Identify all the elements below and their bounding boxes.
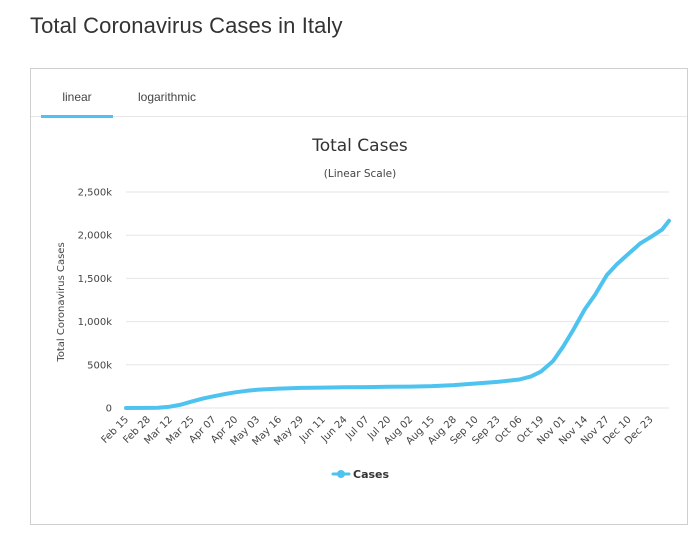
data-point[interactable] xyxy=(211,394,215,398)
data-point[interactable] xyxy=(124,406,128,410)
data-point[interactable] xyxy=(495,380,500,384)
data-point[interactable] xyxy=(168,405,172,409)
data-point[interactable] xyxy=(156,406,160,410)
page-title: Total Coronavirus Cases in Italy xyxy=(30,13,343,38)
data-point[interactable] xyxy=(178,403,182,407)
data-point[interactable] xyxy=(561,345,565,349)
data-point[interactable] xyxy=(408,385,412,389)
scale-tab-bar: linear logarithmic xyxy=(31,69,687,118)
series-line-cases[interactable] xyxy=(124,218,671,410)
y-tick-label: 2,000k xyxy=(78,231,113,242)
data-point[interactable] xyxy=(245,389,249,393)
data-point[interactable] xyxy=(638,241,643,245)
x-tick-label: Jul 07 xyxy=(343,414,371,442)
series-layer xyxy=(124,218,671,410)
data-point[interactable] xyxy=(233,390,237,394)
data-point[interactable] xyxy=(267,387,271,391)
data-point[interactable] xyxy=(364,385,368,389)
data-point[interactable] xyxy=(223,392,227,396)
data-point[interactable] xyxy=(551,359,555,363)
data-point[interactable] xyxy=(583,307,587,311)
tab-logarithmic[interactable]: logarithmic xyxy=(137,90,197,104)
data-point[interactable] xyxy=(615,262,619,266)
chart-subtitle: (Linear Scale) xyxy=(324,168,396,180)
data-point[interactable] xyxy=(386,385,390,389)
chart-card: linear logarithmic Total Cases (Linear S… xyxy=(30,68,688,525)
legend[interactable]: Cases xyxy=(331,468,390,481)
data-point[interactable] xyxy=(299,386,303,390)
data-point[interactable] xyxy=(201,396,205,400)
data-point[interactable] xyxy=(529,374,533,378)
data-point[interactable] xyxy=(605,273,609,277)
y-tick-label: 2,500k xyxy=(78,188,113,199)
data-point[interactable] xyxy=(660,227,664,231)
data-point[interactable] xyxy=(342,385,347,389)
y-axis-ticks: 0 500k 1,000k 1,500k 2,000k 2,500k xyxy=(78,188,113,415)
data-point[interactable] xyxy=(593,293,597,297)
y-tick-label: 1,500k xyxy=(78,274,113,285)
y-tick-label: 500k xyxy=(87,360,112,371)
legend-label-cases: Cases xyxy=(353,468,390,481)
data-point[interactable] xyxy=(539,369,543,373)
data-point[interactable] xyxy=(667,219,671,223)
data-point[interactable] xyxy=(146,406,150,410)
data-point[interactable] xyxy=(321,386,325,390)
data-point[interactable] xyxy=(648,235,653,239)
data-point[interactable] xyxy=(277,387,281,391)
data-point[interactable] xyxy=(627,252,631,256)
tab-linear[interactable]: linear xyxy=(41,69,113,118)
total-cases-chart: Total Cases (Linear Scale) Total Coronav… xyxy=(56,136,671,481)
y-axis-title: Total Coronavirus Cases xyxy=(56,242,67,362)
grid-lines xyxy=(126,191,669,409)
data-point[interactable] xyxy=(430,384,434,388)
data-point[interactable] xyxy=(190,400,194,404)
data-point[interactable] xyxy=(474,381,478,386)
y-tick-label: 1,000k xyxy=(78,317,113,328)
chart-title: Total Cases xyxy=(311,136,408,156)
data-point[interactable] xyxy=(517,377,521,382)
legend-series-dot xyxy=(337,470,345,478)
y-tick-label: 0 xyxy=(106,404,112,415)
data-point[interactable] xyxy=(255,388,259,392)
data-point[interactable] xyxy=(452,383,456,387)
data-point[interactable] xyxy=(571,328,575,332)
